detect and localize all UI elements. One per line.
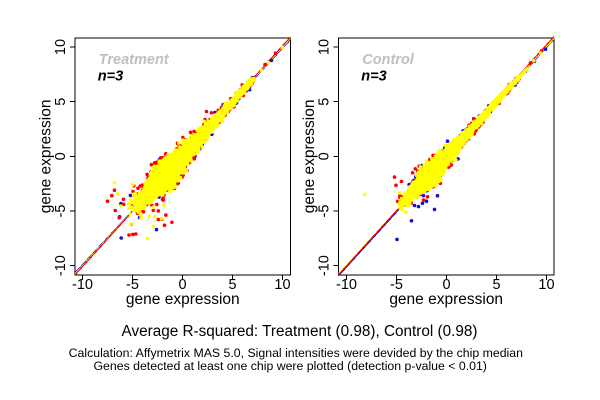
svg-text:Genes detected at least one ch: Genes detected at least one chip were pl… — [93, 359, 486, 373]
svg-text:n=3: n=3 — [361, 69, 386, 85]
svg-text:-10: -10 — [53, 255, 69, 276]
svg-text:n=3: n=3 — [98, 69, 123, 85]
svg-text:-5: -5 — [53, 205, 69, 218]
svg-text:0: 0 — [178, 277, 186, 293]
svg-text:gene expression: gene expression — [389, 291, 503, 308]
svg-text:-5: -5 — [126, 277, 139, 293]
svg-text:-10: -10 — [72, 277, 93, 293]
svg-text:gene expression: gene expression — [301, 100, 318, 214]
svg-text:10: 10 — [274, 277, 290, 293]
svg-text:0: 0 — [442, 277, 450, 293]
svg-text:Control: Control — [362, 52, 415, 68]
svg-text:gene expression: gene expression — [38, 100, 55, 214]
svg-text:5: 5 — [53, 98, 69, 106]
svg-text:Calculation: Affymetrix MAS 5.: Calculation: Affymetrix MAS 5.0, Signal … — [69, 346, 523, 360]
svg-text:5: 5 — [228, 277, 236, 293]
svg-text:10: 10 — [53, 39, 69, 55]
svg-text:10: 10 — [538, 277, 554, 293]
svg-text:10: 10 — [317, 39, 333, 55]
svg-text:-10: -10 — [336, 277, 357, 293]
svg-text:0: 0 — [317, 152, 333, 160]
svg-text:-5: -5 — [390, 277, 403, 293]
svg-text:-10: -10 — [317, 255, 333, 276]
svg-text:Treatment: Treatment — [99, 52, 170, 68]
svg-text:5: 5 — [492, 277, 500, 293]
svg-text:5: 5 — [317, 98, 333, 106]
svg-text:Average R-squared: Treatment (: Average R-squared: Treatment (0.98), Con… — [122, 323, 478, 340]
svg-text:0: 0 — [53, 152, 69, 160]
svg-text:gene expression: gene expression — [126, 291, 240, 308]
svg-text:-5: -5 — [317, 205, 333, 218]
